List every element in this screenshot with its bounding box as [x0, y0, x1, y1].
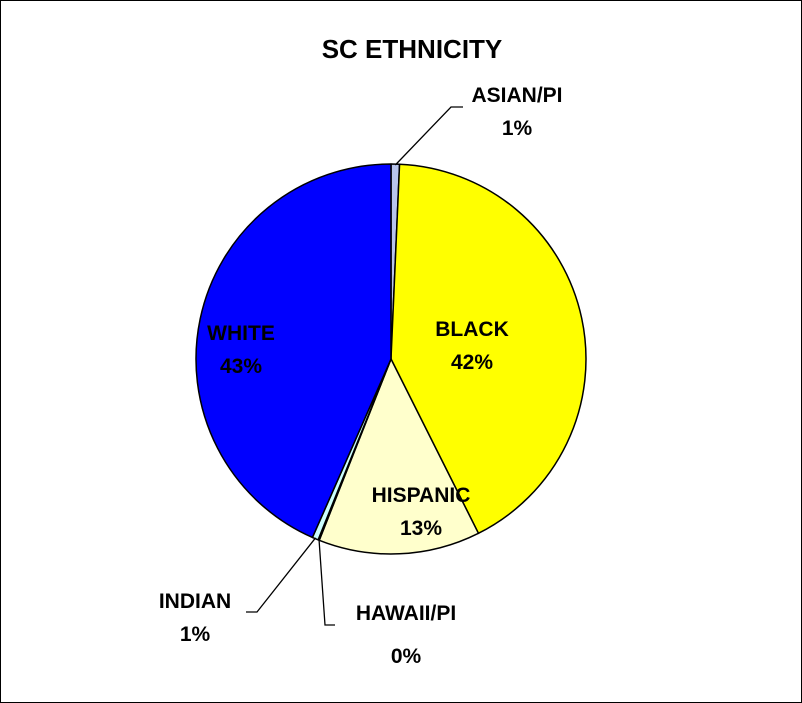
slice-name-hawaii-pi: HAWAII/PI	[356, 602, 456, 625]
leader-line-asian-pi	[394, 106, 463, 166]
slice-name-white: WHITE	[207, 322, 275, 345]
slice-black	[390, 163, 587, 535]
slice-percent-hispanic: 13%	[400, 517, 442, 540]
slice-percent-hawaii-pi: 0%	[391, 645, 422, 668]
leader-lines	[246, 106, 463, 626]
slice-percent-white: 43%	[220, 355, 262, 378]
slice-percent-asian-pi: 1%	[502, 117, 533, 140]
pie-slices	[195, 163, 587, 555]
slice-name-black: BLACK	[435, 318, 509, 341]
leader-line-hawaii-pi	[318, 539, 335, 626]
slice-name-hispanic: HISPANIC	[372, 484, 471, 507]
slice-percent-indian: 1%	[180, 623, 211, 646]
chart-title: SC ETHNICITY	[322, 34, 503, 64]
slice-white	[195, 163, 392, 539]
slice-labels: ASIAN/PI 1% BLACK 42% HISPANIC 13% HAWAII/PI 0%…	[159, 84, 563, 668]
slice-name-indian: INDIAN	[159, 590, 231, 613]
slice-hispanic	[318, 358, 480, 555]
slice-name-asian-pi: ASIAN/PI	[471, 84, 562, 107]
slice-percent-black: 42%	[451, 351, 493, 374]
leader-line-indian	[246, 537, 317, 613]
